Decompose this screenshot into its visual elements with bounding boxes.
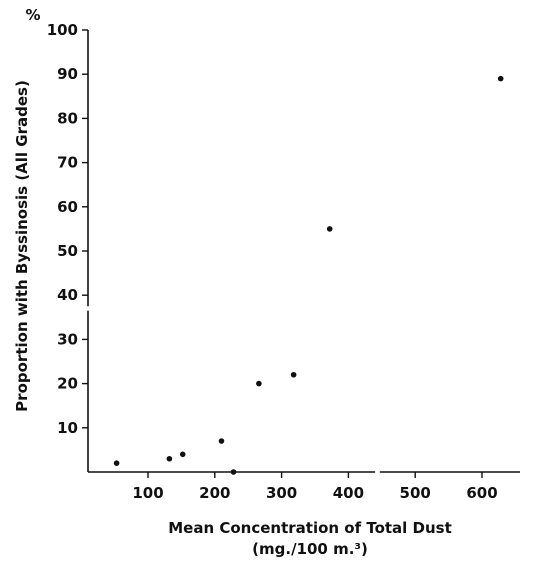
data-point [166, 455, 173, 462]
x-tick-label: 100 [132, 484, 163, 502]
data-point [218, 438, 225, 444]
y-tick-label: 50 [57, 242, 78, 260]
y-tick-label: 40 [57, 286, 78, 304]
y-tick-label: 80 [57, 109, 78, 127]
x-axis-units-label: (mg./100 m.³) [252, 540, 368, 558]
y-unit-label: % [25, 6, 40, 24]
x-tick-label: 600 [466, 484, 497, 502]
data-point [290, 371, 297, 378]
x-tick-label: 400 [333, 484, 364, 502]
data-point [113, 460, 120, 466]
y-axis-label: Proportion with Byssinosis (All Grades) [13, 80, 31, 412]
x-tick-label: 500 [400, 484, 431, 502]
y-tick-label: 70 [57, 154, 78, 172]
y-tick-label: 100 [47, 21, 78, 39]
data-point [497, 75, 504, 82]
data-point [256, 380, 262, 387]
x-tick-label: 200 [199, 484, 230, 502]
y-tick-label: 20 [57, 375, 78, 393]
x-tick-label: 300 [266, 484, 297, 502]
y-tick-label: 60 [57, 198, 78, 216]
data-point [179, 451, 186, 458]
x-axis-label: Mean Concentration of Total Dust [168, 519, 452, 537]
y-tick-label: 10 [57, 419, 78, 437]
data-points [113, 75, 504, 475]
data-point [230, 469, 237, 475]
y-tick-label: 30 [57, 330, 78, 348]
y-tick-label: 90 [57, 65, 78, 83]
axes [87, 30, 520, 473]
data-point [326, 226, 333, 232]
y-axis-ticks: 10 20 30 40 50 60 70 80 90 100 [47, 21, 88, 437]
x-axis-ticks: 100 200 300 400 500 600 [132, 472, 498, 502]
